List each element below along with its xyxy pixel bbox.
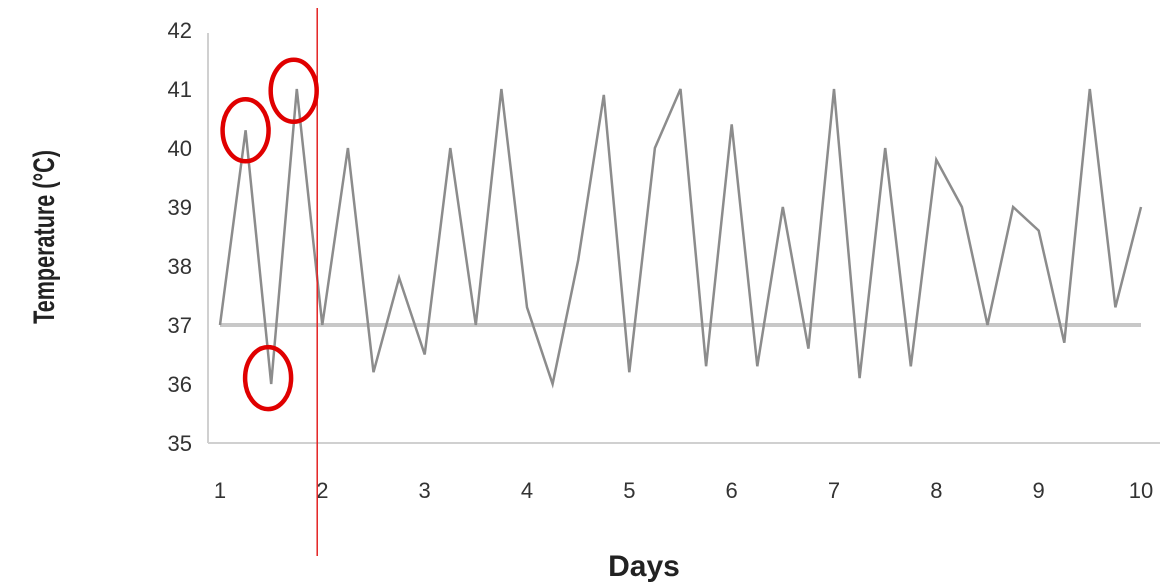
x-tick-label: 5 [623, 478, 635, 503]
x-tick-label: 3 [419, 478, 431, 503]
x-tick-label: 10 [1129, 478, 1153, 503]
x-tick-label: 2 [316, 478, 328, 503]
annotation-layer [220, 8, 319, 556]
x-tick-label: 8 [930, 478, 942, 503]
x-tick-label: 6 [726, 478, 738, 503]
x-tick-label: 9 [1033, 478, 1045, 503]
y-tick-label: 41 [168, 77, 192, 102]
highlight-circle [242, 344, 294, 412]
x-tick-label: 4 [521, 478, 533, 503]
y-tick-label: 36 [168, 372, 192, 397]
y-tick-label: 35 [168, 431, 192, 456]
y-axis-title: Temperature (°C) [26, 150, 60, 324]
highlight-circle [220, 97, 271, 164]
y-tick-label: 37 [168, 313, 192, 338]
y-tick-labels: 35 36 37 38 39 40 41 42 [168, 18, 192, 456]
y-tick-label: 38 [168, 254, 192, 279]
highlight-circle [268, 57, 319, 125]
x-tick-labels: 1 2 3 4 5 6 7 8 9 10 [214, 478, 1153, 503]
y-tick-label: 42 [168, 18, 192, 43]
temperature-series-line [218, 88, 1143, 389]
x-tick-label: 7 [828, 478, 840, 503]
x-axis-title: Days [608, 550, 680, 582]
x-tick-label: 1 [214, 478, 226, 503]
y-tick-label: 40 [168, 136, 192, 161]
y-tick-label: 39 [168, 195, 192, 220]
series-layer [218, 88, 1143, 389]
